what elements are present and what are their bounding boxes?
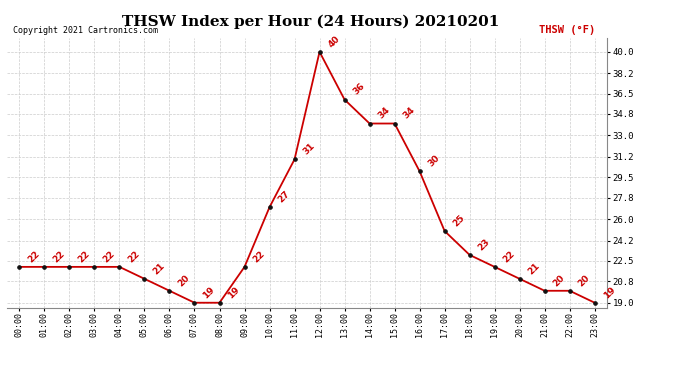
Text: 36: 36 <box>351 82 366 97</box>
Text: 31: 31 <box>302 141 317 157</box>
Text: 22: 22 <box>101 249 117 264</box>
Text: 19: 19 <box>201 285 217 300</box>
Text: 21: 21 <box>526 261 542 276</box>
Text: 20: 20 <box>551 273 566 288</box>
Text: 22: 22 <box>26 249 41 264</box>
Text: Copyright 2021 Cartronics.com: Copyright 2021 Cartronics.com <box>13 26 158 35</box>
Text: 20: 20 <box>577 273 592 288</box>
Text: 34: 34 <box>402 105 417 121</box>
Text: 22: 22 <box>126 249 141 264</box>
Text: 22: 22 <box>502 249 517 264</box>
Text: 21: 21 <box>151 261 166 276</box>
Text: 22: 22 <box>51 249 66 264</box>
Text: 40: 40 <box>326 34 342 49</box>
Text: 22: 22 <box>251 249 266 264</box>
Text: 25: 25 <box>451 213 466 228</box>
Text: THSW Index per Hour (24 Hours) 20210201: THSW Index per Hour (24 Hours) 20210201 <box>122 15 499 29</box>
Text: 22: 22 <box>77 249 92 264</box>
Text: 19: 19 <box>602 285 617 300</box>
Text: 23: 23 <box>477 237 492 252</box>
Text: 27: 27 <box>277 189 292 204</box>
Text: 30: 30 <box>426 153 442 168</box>
Text: 19: 19 <box>226 285 242 300</box>
Text: 34: 34 <box>377 105 392 121</box>
Text: 20: 20 <box>177 273 192 288</box>
Text: THSW (°F): THSW (°F) <box>539 25 595 35</box>
